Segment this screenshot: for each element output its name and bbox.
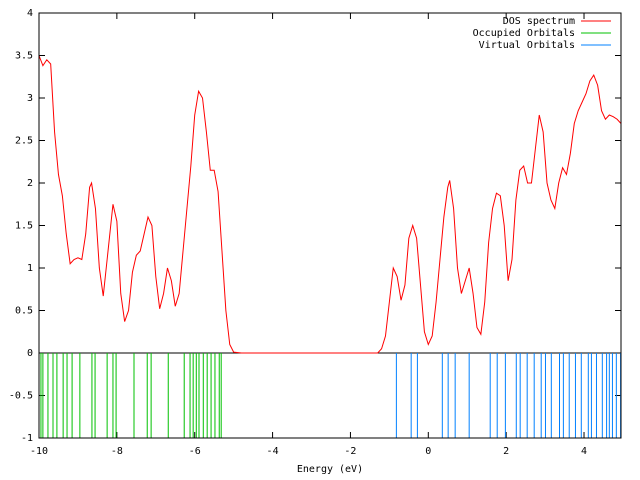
y-tick-label: 3.5 [15, 51, 33, 62]
x-tick-label: 4 [581, 446, 587, 457]
y-tick-label: 2 [27, 178, 33, 189]
plot-border [38, 12, 622, 439]
y-tick-label: 1.5 [15, 221, 33, 232]
x-axis-label: Energy (eV) [297, 464, 363, 475]
x-tick-label: -4 [267, 446, 279, 457]
y-tick-label: 2.5 [15, 136, 33, 147]
legend-label: Occupied Orbitals [473, 28, 575, 39]
y-tick-label: 1 [27, 263, 33, 274]
x-tick-label: 2 [503, 446, 509, 457]
y-tick-label: 4 [27, 8, 33, 19]
y-tick-label: 0.5 [15, 306, 33, 317]
x-tick-label: -2 [344, 446, 356, 457]
legend-label: Virtual Orbitals [479, 40, 575, 51]
y-tick-label: 3 [27, 93, 33, 104]
y-tick-label: -0.5 [9, 391, 33, 402]
x-tick-label: 0 [425, 446, 431, 457]
x-tick-label: -8 [111, 446, 123, 457]
dos-line [38, 55, 622, 354]
y-tick-label: -1 [21, 433, 33, 444]
legend-label: DOS spectrum [503, 16, 575, 27]
y-tick-label: 0 [27, 348, 33, 359]
x-tick-label: -10 [30, 446, 48, 457]
x-tick-label: -6 [189, 446, 201, 457]
